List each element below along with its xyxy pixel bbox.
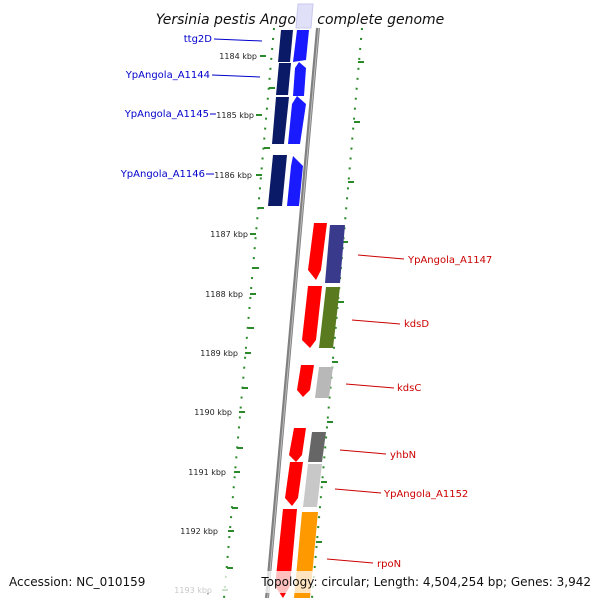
ruler-tick: 1185 kbp bbox=[216, 111, 262, 120]
svg-text:YpAngola_A1144: YpAngola_A1144 bbox=[125, 70, 210, 81]
svg-text:1188 kbp: 1188 kbp bbox=[205, 290, 243, 299]
label-ttg2D[interactable]: ttg2D bbox=[184, 34, 263, 45]
ruler-tick: 1192 kbp bbox=[180, 527, 234, 536]
gene-YpAngola_A1152[interactable] bbox=[285, 462, 322, 507]
gene-YpAngola_A1147[interactable] bbox=[308, 223, 345, 283]
label-YpAngola_A1145[interactable]: YpAngola_A1145 bbox=[124, 109, 216, 120]
label-yhbN[interactable]: yhbN bbox=[339, 449, 416, 461]
svg-text:YpAngola_A1145: YpAngola_A1145 bbox=[124, 109, 209, 120]
gene-YpAngola_A1144[interactable] bbox=[276, 62, 306, 96]
ruler-tick: 1187 kbp bbox=[210, 230, 256, 239]
gene-YpAngola_A1146[interactable] bbox=[268, 155, 303, 206]
ruler-tick: 1186 kbp bbox=[214, 171, 262, 180]
ruler: 1184 kbp 1185 kbp 1186 kbp 1187 kbp 1188… bbox=[174, 52, 266, 595]
reverse-strand-genes bbox=[275, 223, 345, 598]
svg-text:1184 kbp: 1184 kbp bbox=[219, 52, 257, 61]
label-kdsD[interactable]: kdsD bbox=[351, 319, 429, 330]
svg-text:1190 kbp: 1190 kbp bbox=[194, 408, 232, 417]
svg-text:1186 kbp: 1186 kbp bbox=[214, 171, 252, 180]
gene-ttg2D[interactable] bbox=[278, 30, 309, 62]
forward-strand-genes bbox=[268, 3, 314, 206]
label-YpAngola_A1147[interactable]: YpAngola_A1147 bbox=[357, 254, 492, 266]
ruler-tick: 1188 kbp bbox=[205, 290, 256, 299]
gene-kdsC[interactable] bbox=[297, 365, 333, 398]
label-YpAngola_A1144[interactable]: YpAngola_A1144 bbox=[125, 70, 261, 81]
topology-text: Topology: circular; Length: 4,504,254 bp… bbox=[260, 575, 591, 589]
ruler-tick: 1189 kbp bbox=[200, 349, 251, 358]
svg-text:YpAngola_A1152: YpAngola_A1152 bbox=[383, 489, 468, 500]
svg-text:1185 kbp: 1185 kbp bbox=[216, 111, 254, 120]
svg-text:ttg2D: ttg2D bbox=[184, 34, 213, 45]
label-YpAngola_A1146[interactable]: YpAngola_A1146 bbox=[120, 169, 214, 180]
gene-labels: ttg2D YpAngola_A1144 YpAngola_A1145 YpAn… bbox=[120, 34, 493, 570]
gene-yhbN[interactable] bbox=[289, 428, 326, 462]
svg-text:yhbN: yhbN bbox=[390, 450, 416, 461]
gene-kdsD[interactable] bbox=[302, 286, 340, 348]
svg-text:kdsD: kdsD bbox=[404, 319, 429, 330]
svg-text:YpAngola_A1147: YpAngola_A1147 bbox=[407, 255, 492, 266]
accession-text: Accession: NC_010159 bbox=[9, 575, 145, 589]
svg-text:1192 kbp: 1192 kbp bbox=[180, 527, 218, 536]
ruler-tick: 1191 kbp bbox=[188, 468, 240, 477]
svg-text:kdsC: kdsC bbox=[397, 383, 421, 394]
svg-text:YpAngola_A1146: YpAngola_A1146 bbox=[120, 169, 205, 180]
ruler-tick: 1190 kbp bbox=[194, 408, 245, 417]
genome-backbone bbox=[265, 27, 320, 599]
ruler-tick: 1184 kbp bbox=[219, 52, 266, 61]
svg-text:1191 kbp: 1191 kbp bbox=[188, 468, 226, 477]
svg-text:rpoN: rpoN bbox=[377, 559, 401, 570]
label-YpAngola_A1152[interactable]: YpAngola_A1152 bbox=[334, 488, 468, 500]
gene-YpAngola_A1145[interactable] bbox=[272, 96, 306, 144]
svg-text:1189 kbp: 1189 kbp bbox=[200, 349, 238, 358]
label-kdsC[interactable]: kdsC bbox=[345, 383, 421, 394]
guide-tick-marks bbox=[227, 61, 364, 569]
label-rpoN[interactable]: rpoN bbox=[326, 558, 401, 570]
svg-text:1187 kbp: 1187 kbp bbox=[210, 230, 248, 239]
